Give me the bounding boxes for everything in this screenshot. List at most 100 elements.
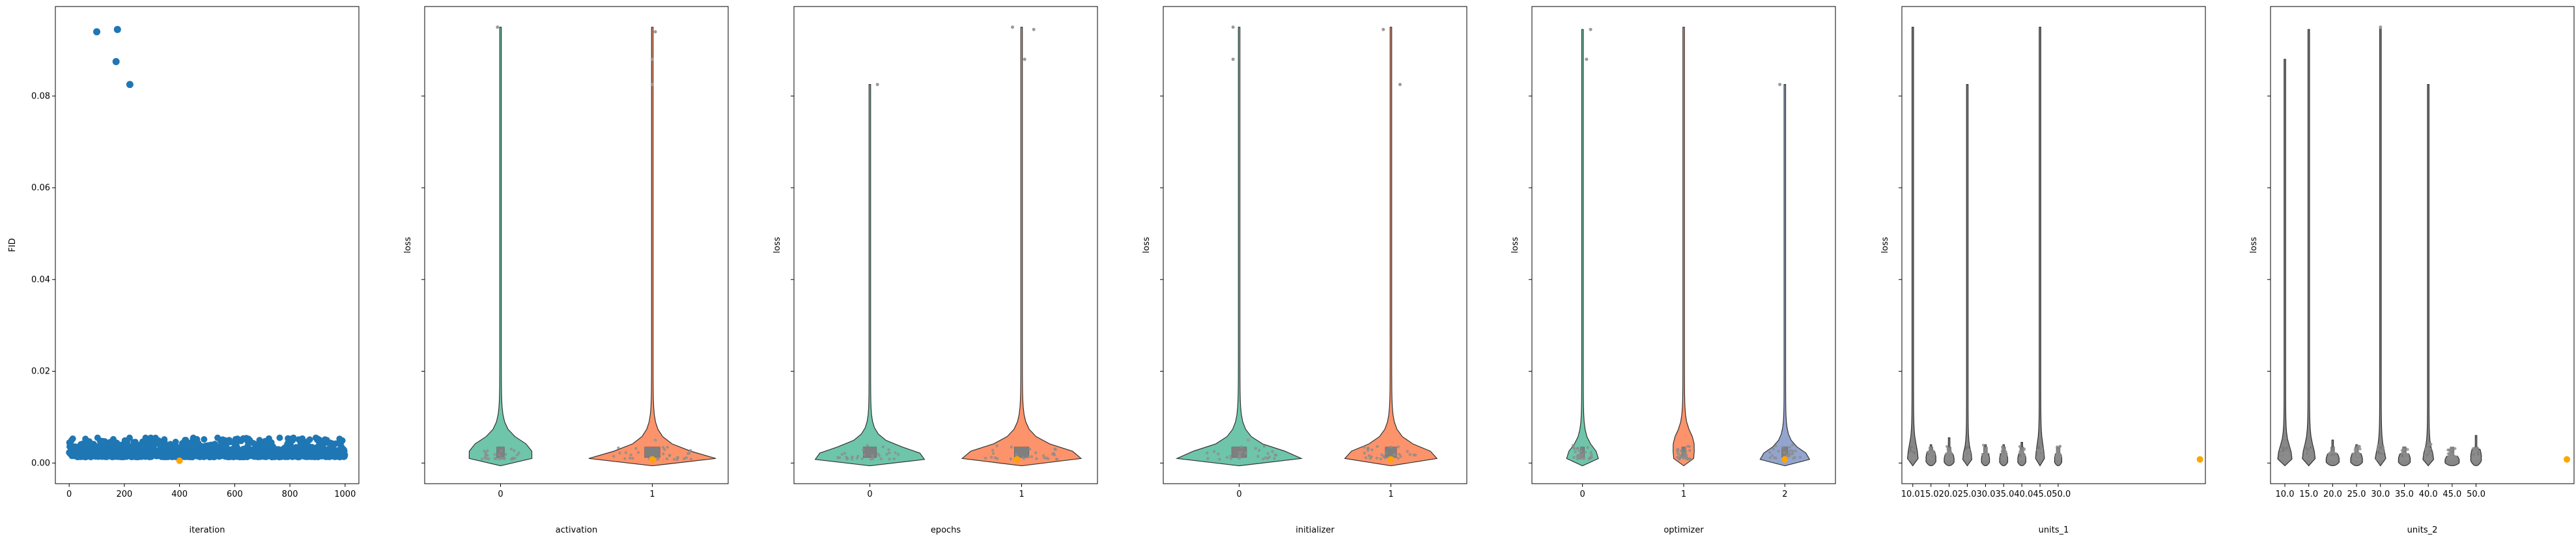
- x-tick-label: 40.0: [2419, 490, 2438, 499]
- strip-point: [1273, 457, 1276, 460]
- strip-point: [1912, 445, 1916, 448]
- data-point: [126, 81, 134, 89]
- strip-point: [1586, 446, 1589, 449]
- strip-point: [845, 457, 849, 460]
- strip-point: [2404, 458, 2407, 461]
- violin-1: [961, 27, 1083, 467]
- strip-point: [1984, 452, 1987, 456]
- strip-point: [484, 451, 488, 455]
- data-point: [306, 436, 313, 443]
- x-axis-label: iteration: [190, 525, 225, 535]
- strip-point: [496, 25, 500, 29]
- strip-point: [631, 456, 634, 460]
- strip-point: [1949, 454, 1953, 458]
- strip-point: [1585, 57, 1589, 61]
- strip-point: [2471, 447, 2475, 450]
- strip-point: [1022, 456, 1026, 460]
- violin-1: [1344, 27, 1438, 467]
- strip-point: [1206, 457, 1210, 460]
- strip-point: [1364, 456, 1368, 460]
- strip-point: [2306, 445, 2310, 448]
- strip-point: [1396, 445, 1400, 448]
- strip-point: [1968, 451, 1972, 455]
- subplot-7: loss units_2 10.0 15.0 20.0 25.0 30.0 35.0 40.0 4…: [2249, 6, 2575, 535]
- strip-point: [1257, 448, 1261, 452]
- strip-point: [888, 458, 891, 461]
- highlight-point: [1387, 456, 1394, 463]
- strip-point: [665, 457, 669, 461]
- strip-point: [1688, 448, 1691, 452]
- strip-point: [1686, 445, 1690, 448]
- strip-point: [617, 446, 620, 450]
- x-tick-label: 15.0: [2299, 490, 2318, 499]
- strip-point: [1928, 446, 1932, 450]
- strip-point: [2284, 458, 2287, 461]
- strip-point: [2039, 456, 2043, 460]
- data-point: [290, 434, 297, 441]
- strip-point: [483, 450, 486, 453]
- strip-point: [1789, 448, 1792, 452]
- strip-point: [1926, 456, 1930, 460]
- violin-0: [468, 27, 533, 467]
- strip-point: [866, 444, 870, 447]
- strip-point: [1964, 449, 1968, 453]
- strip-point: [2332, 458, 2336, 461]
- y-tick-label: 0.00: [31, 458, 50, 468]
- strip-point: [1009, 457, 1012, 461]
- axes-frame: [1163, 6, 1467, 484]
- violin-10.0: [2277, 59, 2293, 467]
- strip-point: [1244, 451, 1247, 455]
- strip-point: [2003, 454, 2007, 458]
- x-tick-label: 0: [66, 490, 72, 499]
- strip-point: [1582, 457, 1586, 460]
- strip-point: [686, 452, 690, 455]
- violin-2: [1759, 84, 1811, 467]
- strip-point: [1950, 458, 1953, 461]
- violin-inner-box: [863, 447, 877, 458]
- strip-point: [1981, 443, 1985, 447]
- strip-point: [2406, 448, 2409, 451]
- strip-point: [1370, 448, 1374, 452]
- strip-point: [1254, 447, 1258, 450]
- strip-point: [1408, 453, 1412, 456]
- strip-point: [2057, 448, 2060, 452]
- data-point: [113, 25, 121, 33]
- strip-point: [1587, 457, 1591, 461]
- strip-point: [668, 454, 672, 457]
- strip-point: [1929, 458, 1933, 461]
- strip-point: [897, 452, 900, 456]
- strip-point: [1054, 448, 1057, 451]
- strip-point: [1023, 57, 1026, 61]
- strip-point: [1946, 458, 1949, 461]
- strip-point: [836, 456, 840, 460]
- strip-point: [1379, 457, 1383, 461]
- strip-point: [1583, 450, 1587, 454]
- strip-point: [2328, 450, 2332, 454]
- x-axis-label: initializer: [1295, 525, 1335, 535]
- x-axis-label: units_2: [2407, 525, 2438, 535]
- strip-point: [2354, 456, 2357, 460]
- axes-frame: [1901, 6, 2206, 484]
- strip-point: [493, 453, 496, 456]
- strip-point: [2001, 447, 2005, 451]
- x-tick-label: 600: [227, 490, 243, 499]
- data-point: [126, 434, 133, 441]
- strip-point: [2357, 451, 2360, 455]
- violin-1: [1673, 27, 1695, 467]
- strip-point: [876, 452, 880, 456]
- strip-point: [879, 457, 883, 461]
- strip-point: [2334, 452, 2338, 455]
- strip-point: [1275, 453, 1278, 457]
- violin-30.0: [2375, 27, 2386, 467]
- strip-point: [2036, 454, 2039, 458]
- strip-point: [989, 456, 993, 459]
- strip-point: [1788, 454, 1792, 458]
- strip-point: [1030, 455, 1034, 458]
- strip-point: [1676, 448, 1679, 452]
- strip-point: [663, 448, 666, 451]
- strip-point: [2379, 25, 2383, 29]
- strip-point: [2308, 457, 2312, 460]
- strip-point: [2429, 451, 2433, 455]
- strip-point: [1781, 446, 1785, 449]
- strip-point: [2450, 448, 2454, 451]
